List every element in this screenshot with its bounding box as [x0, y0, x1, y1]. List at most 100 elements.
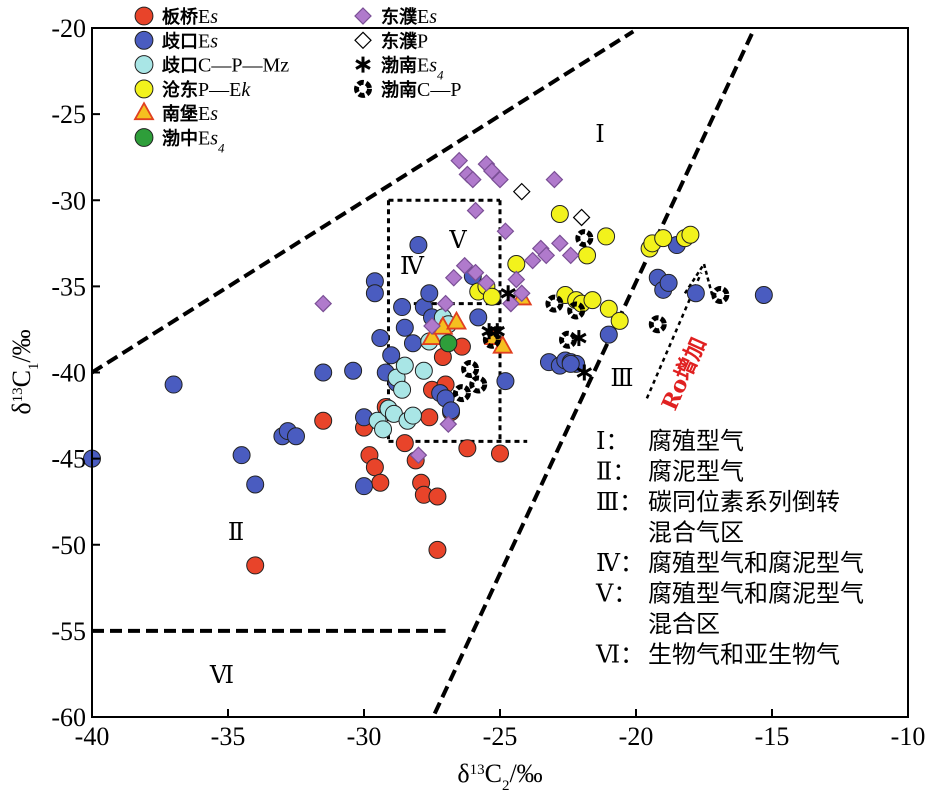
data-point: [477, 274, 496, 292]
zone-labels: Ⅰ Ⅱ Ⅲ ⅣⅤ Ⅵ: [209, 120, 634, 689]
data-point: [550, 205, 569, 224]
data-point: [491, 444, 509, 463]
data-point: [395, 318, 414, 337]
region-number: Ⅴ：: [595, 580, 637, 608]
data-point: [561, 354, 580, 373]
data-point: [314, 363, 333, 382]
data-point: [458, 439, 477, 458]
data-point: [450, 151, 469, 170]
legend-item: 渤中Es4: [134, 128, 225, 156]
data-point: [164, 375, 183, 394]
boundary-line-upper: [90, 29, 635, 375]
data-point: [545, 170, 564, 189]
data-point: [559, 330, 577, 349]
region-legend-item: Ⅲ： 碳同位素系列倒转: [596, 488, 840, 516]
data-point: [461, 360, 480, 379]
region-text: 生物气和亚生物气: [648, 641, 840, 669]
data-point: [686, 284, 705, 303]
zone-label-1: Ⅰ: [595, 120, 604, 148]
legend-label: 渤中Es4: [162, 128, 225, 156]
series-5: [421, 286, 533, 354]
data-point: [393, 380, 412, 399]
data-point: [395, 356, 414, 375]
legend-label: 渤南Es4: [381, 55, 444, 83]
data-point: [442, 401, 461, 420]
x-tick-label: -15: [755, 722, 790, 751]
region-text: 腐殖型气和腐泥型气: [648, 580, 864, 608]
data-point: [395, 434, 414, 453]
x-axis-title: δ13C2/‰: [457, 759, 542, 794]
region-legend-item: Ⅵ： 生物气和亚生物气: [595, 641, 840, 669]
series-8: [512, 182, 591, 227]
y-tick-label: -50: [51, 531, 86, 560]
data-point: [681, 225, 700, 244]
data-point: [428, 540, 447, 559]
legend-marker: [354, 31, 372, 50]
data-point: [414, 361, 433, 380]
data-point: [572, 208, 591, 227]
region-legend-item: Ⅴ： 腐殖型气和腐泥型气: [595, 580, 864, 608]
data-point: [232, 446, 251, 465]
data-point: [403, 334, 422, 353]
x-tick-label: -10: [891, 722, 926, 751]
region-number: Ⅱ：: [596, 458, 636, 486]
legend-label: 沧东P—Ek: [162, 79, 251, 101]
data-point: [610, 311, 629, 330]
data-point: [496, 222, 515, 241]
data-point: [597, 227, 616, 246]
data-point: [500, 285, 516, 302]
data-points: [83, 151, 773, 575]
data-point: [507, 254, 526, 273]
data-point: [711, 285, 730, 304]
data-point: [561, 246, 580, 265]
y-tick-label: -40: [51, 359, 86, 388]
data-point: [420, 284, 439, 303]
x-tick-label: -40: [75, 722, 110, 751]
tick-labels: -40 -35 -30 -25 -20 -15 -10 -20 -25 -30 -35 -40 -45 -…: [51, 14, 925, 751]
zone-label-4: Ⅳ: [400, 252, 425, 280]
data-point: [463, 170, 482, 189]
legend-marker: [355, 56, 371, 73]
data-point: [403, 406, 422, 425]
y-tick-label: -35: [51, 272, 86, 301]
data-point: [578, 246, 597, 265]
data-point: [439, 415, 458, 434]
legend-marker: [134, 55, 154, 75]
legend-label: 东濮Es: [381, 6, 437, 28]
data-point: [576, 364, 593, 381]
data-point: [287, 427, 305, 446]
region-legend-item: Ⅳ： 腐殖型气和腐泥型气: [596, 549, 864, 577]
region-number: Ⅵ：: [595, 641, 644, 669]
ro-arrow-head: [683, 260, 714, 296]
data-point: [466, 201, 485, 220]
series-6: [439, 334, 458, 353]
data-point: [444, 268, 463, 287]
legend-marker: [134, 79, 154, 99]
legend-item: 东濮Es: [354, 6, 437, 28]
y-tick-label: -45: [51, 445, 86, 474]
series-7: [314, 151, 580, 465]
data-point: [575, 229, 594, 248]
legend-item: 沧东P—Ek: [134, 79, 251, 101]
zone-label-3: Ⅲ: [610, 364, 633, 392]
data-point: [314, 411, 333, 430]
data-point: [428, 487, 447, 506]
legend-marker: [354, 79, 372, 98]
y-tick-label: -55: [51, 617, 86, 646]
region-number: Ⅳ：: [596, 549, 644, 577]
x-tick-label: -25: [483, 722, 518, 751]
data-point: [421, 326, 443, 345]
legend-label: 渤南C—P: [381, 79, 461, 101]
x-tick-label: -20: [619, 722, 654, 751]
data-point: [445, 310, 468, 330]
y-tick-label: -60: [51, 703, 86, 732]
data-point: [507, 270, 526, 289]
y-axis-title: δ13C1/‰: [7, 329, 42, 414]
legend-marker: [134, 128, 154, 147]
legend-item: 歧口C—P—Mz: [134, 55, 289, 77]
region-legend-item: 混合区: [648, 610, 720, 638]
data-point: [754, 285, 773, 304]
data-point: [491, 170, 509, 189]
zone-label-5: Ⅴ: [448, 226, 467, 254]
